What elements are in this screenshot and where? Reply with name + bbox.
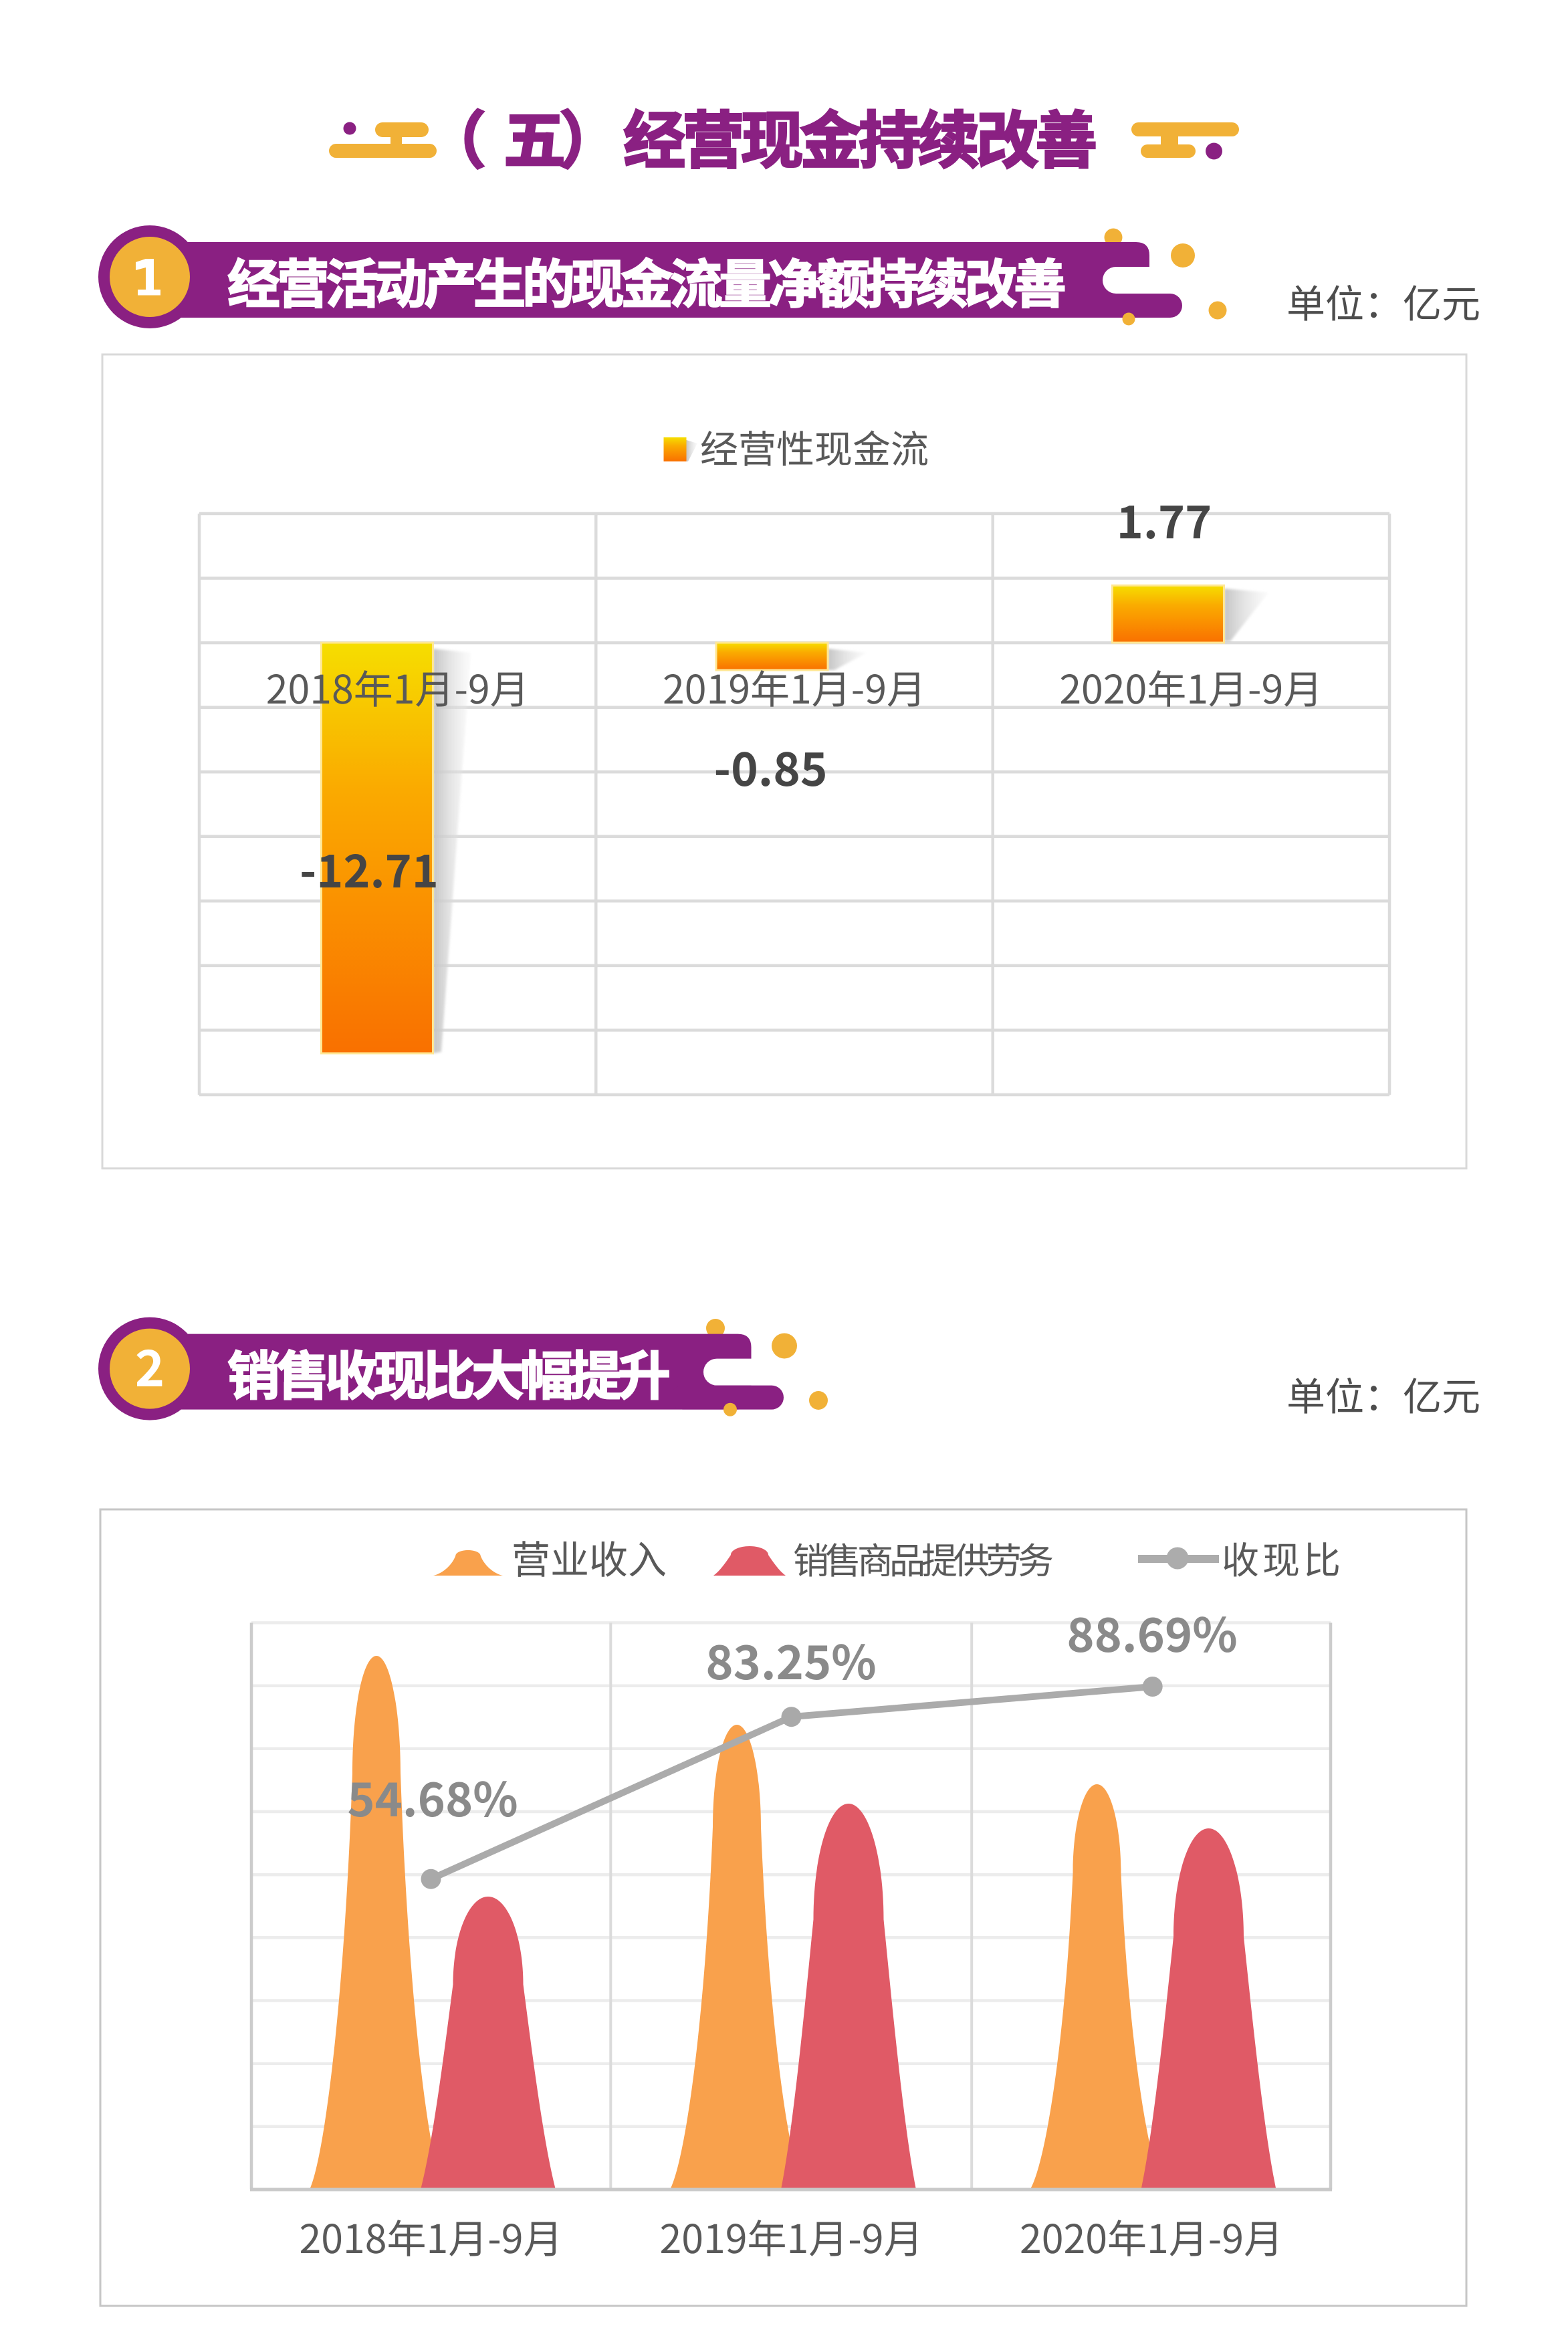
svg-text:营业收入: 营业收入 [512,1529,667,1585]
svg-text:2020年1月-9月: 2020年1月-9月 [1020,2208,1283,2264]
svg-text:2018年1月-9月: 2018年1月-9月 [300,2208,563,2264]
svg-text:单位：亿元: 单位：亿元 [1286,273,1480,329]
svg-text:-12.71: -12.71 [300,835,439,901]
svg-text:五）: 五） [503,90,614,181]
svg-text:单位：亿元: 单位：亿元 [1286,1366,1480,1422]
svg-text:83.25%: 83.25% [705,1626,876,1693]
svg-text:2019年1月-9月: 2019年1月-9月 [660,2208,923,2264]
svg-text:销售商品提供劳务: 销售商品提供劳务 [793,1531,1052,1584]
svg-text:（: （ [424,90,486,181]
svg-text:-0.85: -0.85 [714,732,828,799]
svg-text:经营现金持续改善: 经营现金持续改善 [623,90,1095,181]
svg-text:收现比: 收现比 [1222,1531,1344,1585]
svg-text:2020年1月-9月: 2020年1月-9月 [1059,658,1323,715]
svg-text:2019年1月-9月: 2019年1月-9月 [663,658,926,715]
svg-text:经营性现金流: 经营性现金流 [700,419,929,474]
svg-text:2018年1月-9月: 2018年1月-9月 [266,658,530,715]
svg-text:销售收现比大幅提升: 销售收现比大幅提升 [227,1334,669,1410]
svg-text:经营活动产生的现金流量净额持续改善: 经营活动产生的现金流量净额持续改善 [227,241,1065,318]
svg-text:1.77: 1.77 [1117,486,1212,552]
svg-text:54.68%: 54.68% [347,1763,518,1830]
svg-text:2: 2 [135,1328,164,1401]
svg-text:88.69%: 88.69% [1067,1598,1237,1666]
